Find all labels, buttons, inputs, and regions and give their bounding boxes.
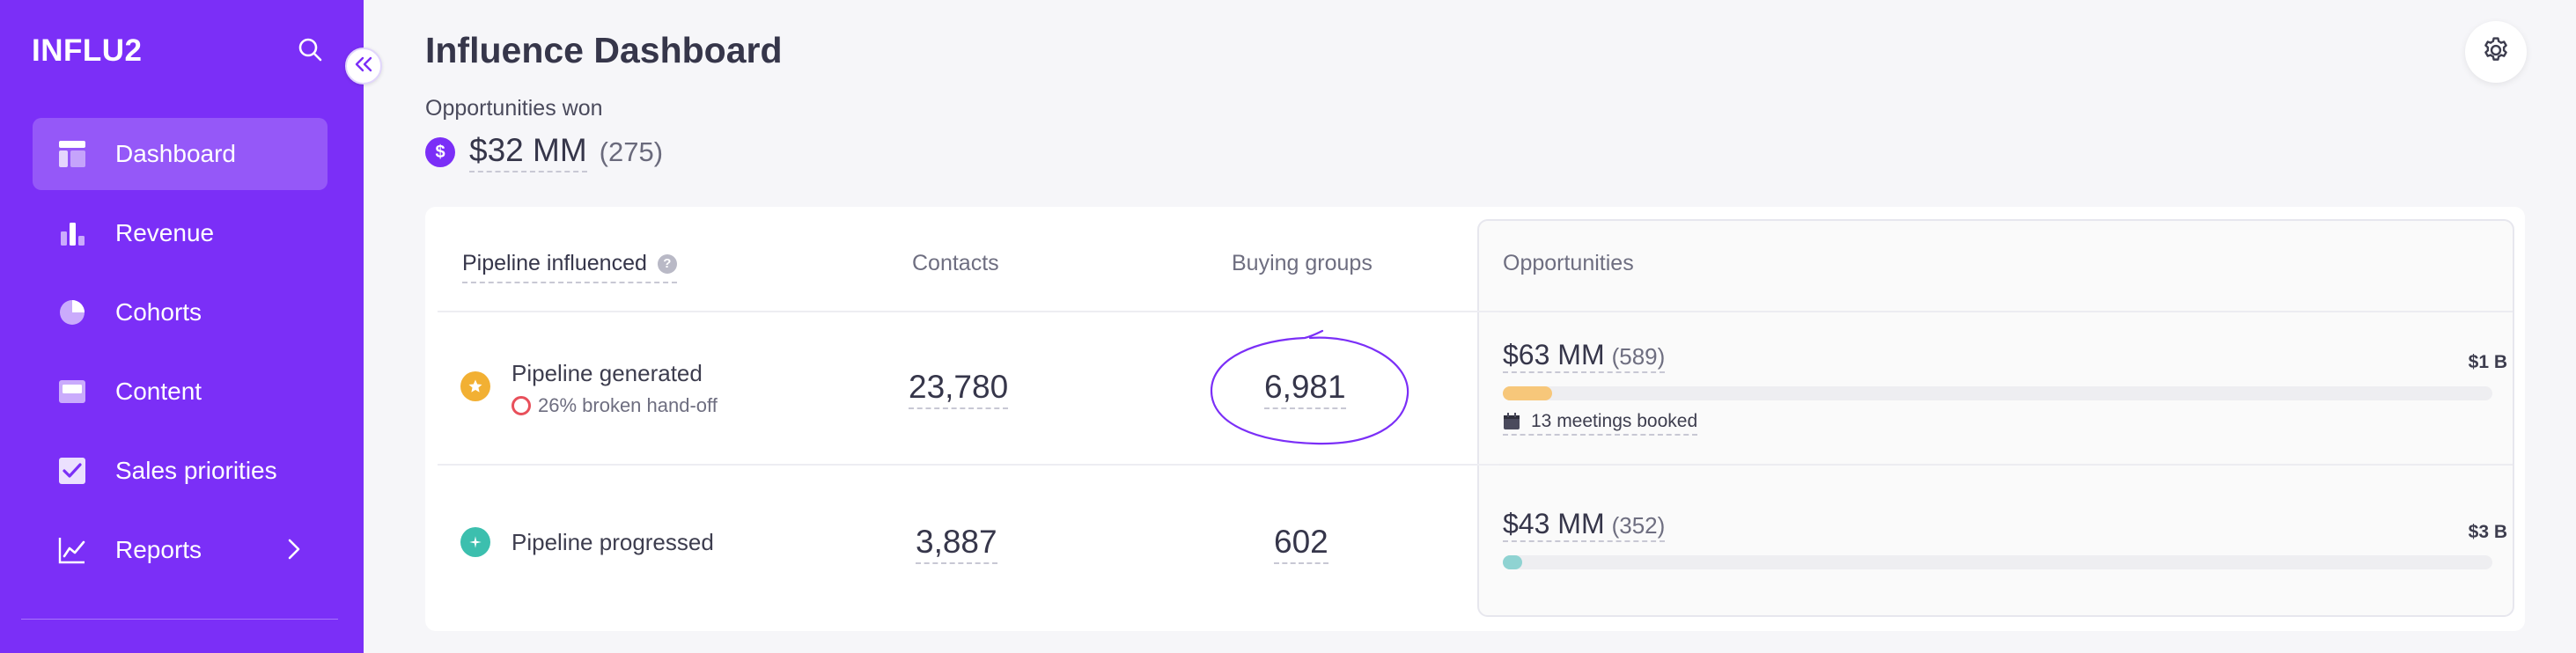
opportunity-max: $3 B [2468, 522, 2507, 542]
sidebar-nav: Dashboard Revenue Cohorts Content Sales … [33, 118, 328, 593]
divider [1479, 311, 2513, 312]
broken-handoff-status[interactable]: 26% broken hand-off [512, 394, 718, 417]
opportunity-count: (589) [1611, 343, 1666, 370]
contacts-value[interactable]: 3,887 [916, 524, 997, 564]
progress-fill [1503, 386, 1553, 400]
sidebar-item-label: Reports [115, 536, 202, 563]
pipeline-card: Pipeline influenced ? Contacts Buying gr… [425, 207, 2525, 631]
search-icon[interactable] [298, 37, 324, 63]
opportunities-header: Opportunities [1503, 251, 1634, 275]
gear-icon [2481, 35, 2511, 70]
dashboard-icon [57, 139, 87, 169]
divider [1479, 464, 2513, 466]
calendar-icon [1503, 413, 1520, 430]
sidebar-item-revenue[interactable]: Revenue [33, 197, 328, 269]
opportunities-won-value[interactable]: $32 MM [469, 132, 587, 172]
app-logo[interactable]: INFLU2 [32, 33, 143, 68]
buying-groups-value[interactable]: 602 [1274, 524, 1328, 564]
help-icon[interactable]: ? [657, 253, 677, 274]
pipeline-progressed-label: Pipeline progressed [512, 529, 714, 555]
opportunities-panel [1477, 219, 2514, 617]
checkbox-icon [57, 456, 87, 486]
content-icon [57, 377, 87, 407]
handdrawn-circle-annotation [1210, 329, 1409, 445]
dollar-coin-icon: $ [425, 137, 455, 167]
opportunity-progress-bar [1503, 555, 2492, 569]
opportunity-count: (352) [1611, 512, 1666, 539]
sparkle-icon [460, 527, 490, 557]
alert-ring-icon [512, 396, 531, 415]
opportunity-amount: $63 MM [1503, 339, 1605, 371]
contacts-value[interactable]: 23,780 [909, 369, 1009, 409]
divider [438, 311, 1499, 312]
settings-button[interactable] [2465, 21, 2527, 83]
sidebar-item-label: Cohorts [115, 298, 202, 326]
page-title: Influence Dashboard [425, 30, 783, 70]
sidebar-divider [21, 619, 338, 620]
chevron-right-icon [287, 537, 301, 568]
line-chart-icon [57, 535, 87, 565]
sidebar-item-reports[interactable]: Reports [33, 514, 328, 586]
collapse-sidebar-button[interactable] [345, 48, 382, 84]
pipeline-influenced-header[interactable]: Pipeline influenced ? [462, 251, 677, 283]
buying-groups-header: Buying groups [1232, 251, 1373, 275]
meetings-booked-link[interactable]: 13 meetings booked [1503, 411, 1698, 436]
sidebar-item-content[interactable]: Content [33, 356, 328, 428]
sidebar-item-label: Revenue [115, 219, 215, 246]
opportunities-won-label: Opportunities won [425, 96, 603, 121]
bar-chart-icon [57, 218, 87, 248]
opportunity-progress-bar [1503, 386, 2492, 400]
progress-fill [1503, 555, 1523, 569]
sidebar-item-label: Sales priorities [115, 457, 277, 484]
opportunity-value[interactable]: $63 MM (589) [1503, 339, 1666, 373]
opportunity-value[interactable]: $43 MM (352) [1503, 508, 1666, 542]
sidebar-item-dashboard[interactable]: Dashboard [33, 118, 328, 190]
star-icon [460, 371, 490, 401]
pipeline-influenced-label: Pipeline influenced [462, 251, 647, 275]
sidebar-item-label: Content [115, 378, 202, 405]
meetings-booked-label: 13 meetings booked [1531, 411, 1698, 431]
buying-groups-value[interactable]: 6,981 [1264, 369, 1346, 409]
contacts-header: Contacts [912, 251, 999, 275]
sidebar-item-sales-priorities[interactable]: Sales priorities [33, 435, 328, 507]
sidebar-item-label: Dashboard [115, 140, 236, 167]
pie-chart-icon [57, 297, 87, 327]
pipeline-generated-label: Pipeline generated [512, 360, 703, 386]
opportunities-won-count: (275) [599, 136, 664, 167]
divider [438, 464, 1499, 466]
sidebar: INFLU2 Dashboard Revenue Cohorts Co [0, 0, 364, 653]
opportunity-max: $1 B [2468, 352, 2507, 372]
opportunities-won-summary: $ $32 MM (275) [425, 132, 663, 172]
sidebar-item-cohorts[interactable]: Cohorts [33, 276, 328, 349]
double-chevron-left-icon [354, 55, 373, 77]
broken-handoff-label: 26% broken hand-off [538, 394, 718, 416]
opportunity-amount: $43 MM [1503, 508, 1605, 539]
